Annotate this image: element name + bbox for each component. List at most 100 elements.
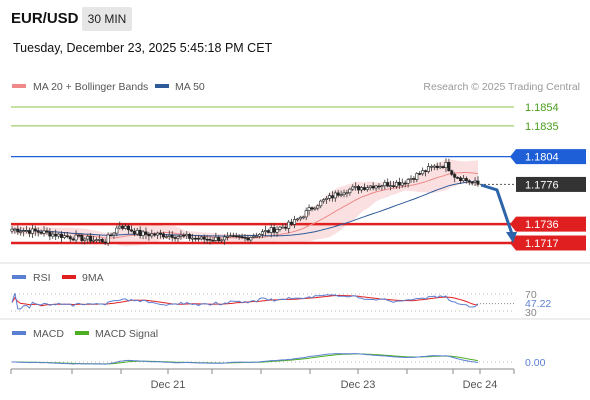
candle <box>86 234 90 244</box>
candle <box>156 231 160 239</box>
candle-body-up <box>406 179 410 184</box>
candle <box>284 223 288 231</box>
candle-body-down <box>71 238 75 241</box>
candle-body-down <box>476 180 480 185</box>
candle <box>316 204 320 211</box>
ma50-legend-label: MA 50 <box>175 81 205 93</box>
candle <box>409 175 413 183</box>
candle <box>327 192 331 202</box>
rsi-lines-layer <box>11 292 514 310</box>
candle <box>362 183 366 191</box>
candle <box>354 182 358 191</box>
candle <box>243 233 247 242</box>
candle-body-down <box>202 236 206 240</box>
candle-body-up <box>421 170 425 175</box>
candle <box>438 162 442 170</box>
candle-body-up <box>348 188 352 194</box>
candle-body-up <box>19 231 23 233</box>
candle <box>412 176 416 183</box>
candle-body-up <box>275 229 279 233</box>
candle <box>403 180 407 188</box>
candle <box>441 165 445 169</box>
candle <box>473 177 477 186</box>
candle-body-down <box>441 166 445 168</box>
candle-body-down <box>80 234 84 241</box>
timeframe-button[interactable]: 30 MIN <box>82 7 132 31</box>
candle <box>450 169 454 177</box>
candle <box>19 226 23 236</box>
candle <box>307 204 311 216</box>
candle-body-up <box>42 230 46 234</box>
pair-title: EUR/USD <box>11 10 79 27</box>
candle-body-up <box>74 234 78 241</box>
candle-body-up <box>269 227 273 233</box>
candle <box>281 223 285 229</box>
candle <box>22 227 26 237</box>
candle-body-up <box>304 210 308 218</box>
candle <box>432 164 436 171</box>
candle <box>287 219 291 234</box>
candle <box>173 235 177 242</box>
macd-signal-legend-swatch <box>75 331 89 335</box>
candlestick-layer <box>10 158 480 246</box>
candle-body-down <box>217 236 221 242</box>
candle <box>339 190 343 198</box>
candle-body-down <box>188 234 192 239</box>
candle <box>211 237 215 242</box>
candle <box>159 229 163 239</box>
candle <box>214 232 218 243</box>
candle <box>453 172 457 183</box>
candle-body-down <box>89 236 93 242</box>
candle-body-down <box>77 234 81 237</box>
candle-body-up <box>86 236 90 240</box>
candle-body-down <box>470 181 474 184</box>
candle-body-down <box>147 234 151 237</box>
candle <box>65 232 69 239</box>
candle-body-up <box>298 216 302 220</box>
candle-body-up <box>223 236 227 241</box>
candle-body-down <box>240 236 244 238</box>
candle-body-down <box>424 170 428 172</box>
candle-body-down <box>386 182 390 187</box>
support-tag-1-1717 <box>510 235 586 251</box>
candle-body-down <box>36 230 40 233</box>
candle-body-down <box>16 228 20 233</box>
candle <box>295 217 299 222</box>
candle-body-up <box>167 234 171 237</box>
candle <box>179 230 183 240</box>
candle-body-down <box>173 237 177 239</box>
resistance-label-1-1835: 1.1835 <box>525 121 559 133</box>
candle-body-up <box>258 234 262 237</box>
support-tag-1-1736 <box>510 216 586 232</box>
candle <box>83 237 87 245</box>
candle-body-down <box>109 234 113 237</box>
candle <box>240 233 244 240</box>
candle <box>170 231 174 242</box>
candle <box>127 224 131 234</box>
candle <box>80 233 84 245</box>
candle-body-up <box>228 235 232 237</box>
rsi-legend-swatch <box>12 275 26 279</box>
candle <box>109 232 113 237</box>
macd-signal-legend-label: MACD Signal <box>95 328 158 340</box>
candle <box>161 231 165 240</box>
candle-body-up <box>383 182 387 187</box>
candle-body-down <box>45 230 49 233</box>
pivot-label-1-1804: 1.1804 <box>525 152 559 164</box>
candle-body-up <box>325 198 329 200</box>
candle-body-down <box>33 228 37 232</box>
candle-body-down <box>65 235 69 237</box>
candle-body-up <box>92 239 96 242</box>
candle <box>272 223 276 237</box>
candle <box>223 234 227 245</box>
candle <box>39 229 43 235</box>
candle-body-down <box>100 239 104 243</box>
candle <box>246 234 250 242</box>
candle-body-down <box>159 232 163 235</box>
candle <box>447 158 451 172</box>
candle <box>263 225 267 237</box>
candle <box>199 235 203 241</box>
candle-body-down <box>60 233 64 238</box>
candle <box>406 177 410 188</box>
candle <box>435 162 439 171</box>
